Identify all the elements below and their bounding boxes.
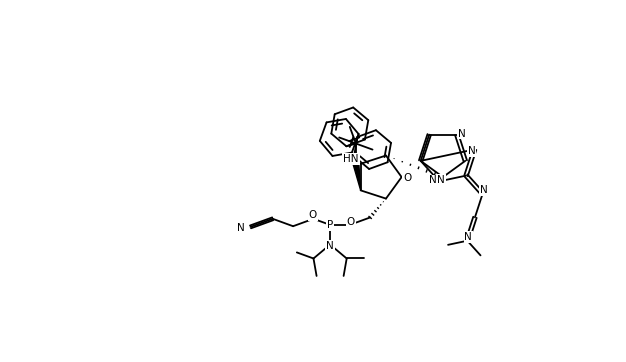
Text: N: N — [326, 240, 334, 251]
Text: O: O — [403, 173, 411, 183]
Text: O: O — [347, 217, 355, 227]
Text: P: P — [327, 220, 333, 230]
Text: O: O — [309, 210, 317, 220]
Text: N: N — [480, 185, 488, 195]
Text: N: N — [237, 223, 245, 233]
Text: N: N — [429, 175, 437, 185]
Text: N: N — [437, 175, 445, 185]
Polygon shape — [353, 163, 361, 190]
Text: HN: HN — [343, 154, 359, 164]
Text: N: N — [464, 232, 472, 242]
Text: N: N — [468, 146, 476, 156]
Text: N: N — [458, 129, 466, 139]
